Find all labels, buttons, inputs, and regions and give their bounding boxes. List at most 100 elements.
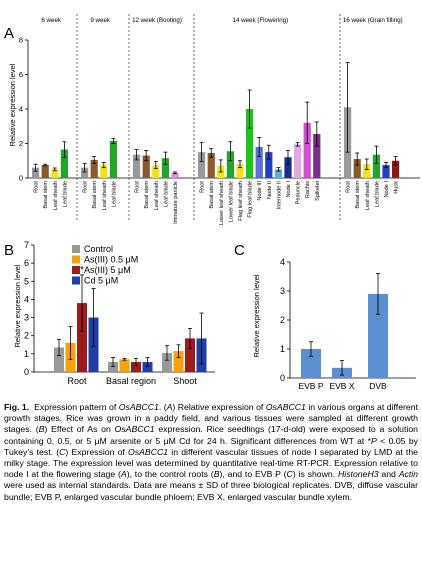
panel-a-bar	[372, 154, 380, 178]
panel-b-legend-swatch	[72, 266, 80, 274]
panel-b-legend-swatch	[72, 276, 80, 285]
panel-a-bar-label: Internode II	[276, 181, 282, 210]
panel-b-legend-label: As(III) 5 μM	[84, 265, 131, 275]
panel-a-bar-label: Basal stem	[355, 181, 361, 209]
caption-segment: expression. Rice seedlings (17-d-old) we…	[4, 424, 418, 446]
caption-segment: HistoneH3	[337, 469, 379, 480]
panel-a-bar	[294, 144, 302, 178]
caption-segment: ) Expression of	[65, 446, 129, 457]
panel-b-bar	[54, 347, 64, 372]
panel-b-ylabel: Relative expression level	[13, 264, 22, 347]
panel-b: B Relative expression level 0 1 2 3 4 5 6 7 Root…	[4, 240, 215, 386]
panel-c-ytick-label: 2	[280, 315, 285, 325]
panel-a-bar-label: Root	[34, 181, 40, 193]
panel-c-bar	[301, 349, 321, 378]
panel-a-bar	[255, 146, 263, 178]
caption-segment: < 0.05 by Tukey’s test. (	[4, 435, 418, 457]
panel-a-bar	[284, 157, 292, 178]
caption-segment: C	[286, 469, 293, 480]
panel-a-ytick-label: 4	[19, 105, 23, 114]
panel-a-bar	[207, 152, 215, 178]
panel-a-group-title: 9 week	[90, 17, 111, 24]
panel-a-bar-label: Basal stem	[144, 181, 150, 209]
panel-label-a: A	[4, 25, 14, 42]
panel-a-bar-label: Leaf blade	[62, 181, 68, 207]
caption-segment: ) Relative expression of	[172, 402, 266, 412]
panel-a-bar	[109, 140, 117, 178]
panel-a-bar-label: Leaf blade	[374, 181, 380, 207]
panel-b-category-label: Root	[67, 376, 87, 386]
panel-a-ytick-label: 2	[19, 139, 23, 148]
panel-b-ytick-label: 7	[24, 240, 29, 250]
panel-a-bar-label: Leaf sheath	[154, 181, 160, 210]
panel-c-category-label: EVB X	[329, 381, 354, 391]
panel-b-bar	[162, 352, 172, 372]
caption-segment: Actin	[398, 469, 419, 480]
panel-c: C Relative expression level 0 1 2 3 4 EVB P EV…	[234, 242, 416, 391]
caption-segment: OsABCC1	[118, 402, 159, 412]
panel-label-b: B	[4, 242, 14, 259]
panel-c-ytick-label: 3	[280, 286, 285, 296]
panel-a-bar-label: Node I	[384, 181, 390, 198]
caption-segment: OsABCC1	[265, 402, 306, 412]
panel-c-bars	[301, 273, 388, 378]
panel-a-bar-label: Node II	[267, 181, 273, 199]
caption-segment: in various organs at different growth st…	[4, 402, 418, 435]
caption-segment: A	[166, 402, 173, 412]
panel-a-bar	[274, 169, 282, 178]
panel-b-legend-label: As(III) 0.5 μM	[84, 255, 138, 265]
caption-segment: OsABCC1	[114, 424, 155, 435]
panel-b-bar	[77, 303, 87, 372]
panel-b-bars: *	[54, 265, 207, 372]
panel-a-bar-label: Spikelet	[315, 181, 321, 201]
panel-a-bar	[246, 109, 254, 178]
panel-a-bar-label: Node I	[286, 181, 292, 198]
panel-a-bar	[51, 169, 59, 178]
panel-a-bar-label: Leaf sheath	[365, 181, 371, 210]
panel-a-bar-label: Basal stem	[209, 181, 215, 209]
panel-b-legend-label: Cd 5 μM	[84, 276, 118, 286]
panel-b-bar	[131, 362, 141, 372]
caption-segment: ) is shown.	[292, 469, 338, 480]
panel-a-bar-label: Root	[83, 181, 89, 193]
panel-c-ytick-label: 1	[280, 344, 285, 354]
panel-b-ytick-label: 4	[24, 294, 29, 304]
caption-segment: in different vascular tissues of node I …	[4, 446, 419, 480]
panel-a-bar	[41, 165, 49, 178]
panel-a-bar-label: Peduncle	[296, 181, 302, 204]
panel-a-bar	[142, 155, 150, 178]
caption-segment: P	[371, 435, 377, 446]
caption-segment: C	[59, 446, 66, 457]
panel-b-ytick-label: 3	[24, 313, 29, 323]
figure-canvas: A Relative expression level 0 2 4 6 8 6 week…	[4, 14, 420, 391]
panel-c-ytick-label: 4	[280, 257, 285, 267]
panel-a-bar	[303, 122, 311, 178]
panel-b-ytick-label: 0	[24, 367, 29, 377]
panel-a-bar	[265, 152, 273, 178]
panel-a-group-title: 12 week (Booting)	[132, 17, 182, 24]
caption-segment: OsABCC1	[128, 446, 169, 457]
panel-a-bar	[100, 165, 108, 178]
caption-segment: ), and to EVB P (	[219, 469, 287, 480]
panel-b-bar	[119, 359, 130, 372]
panel-a-bar-label: Leaf sheath	[102, 181, 108, 210]
caption-segment: . (	[158, 402, 167, 412]
panel-b-ytick-label: 6	[24, 258, 29, 268]
panel-b-ytick-label: 1	[24, 349, 29, 359]
caption-body: Expression pattern of OsABCC1. (A) Relat…	[4, 402, 418, 502]
panel-a-bar-label: Rachis	[305, 181, 311, 198]
panel-a-bar-label: Root	[200, 181, 206, 193]
caption-segment: A	[120, 469, 127, 480]
panel-b-ytick-label: 5	[24, 276, 29, 286]
figure-caption: Fig. 1. Expression pattern of OsABCC1. (…	[4, 402, 418, 503]
panel-a-ytick-label: 0	[19, 174, 23, 183]
panel-b-ytick-label: 2	[24, 331, 29, 341]
panel-a-bar-label: Basal stem	[92, 181, 98, 209]
caption-segment: B	[213, 469, 220, 480]
panel-a-bar-label: Flag leaf sheath	[238, 181, 244, 221]
caption-fig-label: Fig. 1.	[4, 402, 30, 412]
panel-b-category-label: Shoot	[173, 376, 197, 386]
panel-a-bar	[198, 152, 206, 178]
panel-b-category-label: Basal region	[106, 376, 156, 386]
